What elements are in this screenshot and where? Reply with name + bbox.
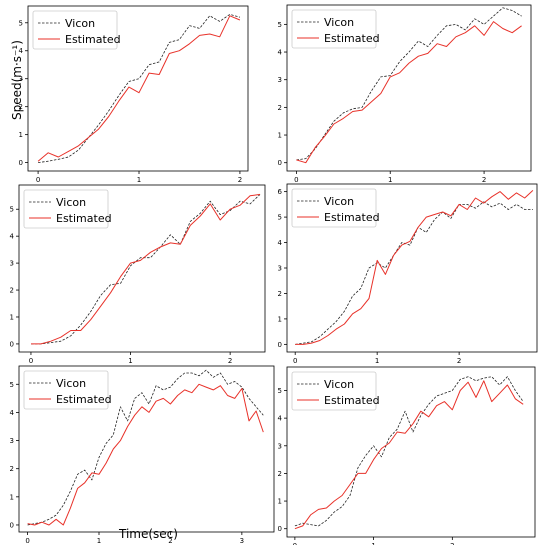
y-tick-label: 3 (278, 442, 282, 450)
x-tick-label: 2 (238, 176, 242, 184)
y-tick-label: 4 (278, 49, 283, 57)
y-tick-label: 1 (278, 498, 282, 506)
y-tick-label: 2 (278, 290, 282, 298)
y-tick-label: 2 (278, 470, 282, 478)
y-tick-label: 0 (10, 521, 14, 529)
y-tick-label: 5 (10, 381, 14, 389)
y-tick-label: 3 (10, 437, 14, 445)
plot-frame (18, 365, 275, 533)
y-tick-label: 1 (278, 315, 282, 323)
vicon-series-line (295, 201, 533, 345)
legend-estimated-label: Estimated (324, 394, 380, 407)
estimated-series-line (296, 21, 522, 164)
y-tick-label: 6 (278, 188, 283, 196)
estimated-series-line (295, 190, 534, 345)
x-tick-label: 2 (228, 357, 232, 365)
y-tick-label: 4 (10, 233, 15, 241)
vicon-series-line (31, 194, 261, 345)
x-tick-label: 0 (29, 357, 33, 365)
y-tick-label: 1 (10, 493, 14, 501)
plot-frame (286, 4, 532, 172)
legend-estimated-label: Estimated (56, 212, 112, 225)
y-axis-label: Speed(m·s⁻¹) (10, 40, 24, 120)
legend-estimated-label: Estimated (324, 32, 380, 45)
legend-estimated-label: Estimated (56, 393, 112, 406)
plot-frame (286, 366, 536, 538)
y-tick-label: 4 (278, 239, 283, 247)
y-tick-label: 2 (10, 287, 14, 295)
legend-vicon-label: Vicon (56, 377, 86, 390)
x-tick-label: 1 (97, 537, 101, 545)
x-tick-label: 0 (36, 176, 40, 184)
legend-box (291, 9, 377, 49)
y-tick-label: 5 (278, 21, 282, 29)
legend-box (291, 188, 377, 228)
y-tick-label: 2 (10, 465, 14, 473)
x-tick-label: 2 (482, 176, 486, 184)
legend-estimated-label: Estimated (324, 211, 380, 224)
y-tick-label: 0 (278, 525, 282, 533)
x-tick-label: 1 (388, 176, 392, 184)
x-axis-label: Time(sec) (119, 527, 178, 541)
y-tick-label: 4 (10, 409, 15, 417)
y-tick-label: 1 (10, 313, 14, 321)
x-tick-label: 0 (25, 537, 29, 545)
legend-box (23, 189, 109, 229)
y-tick-label: 5 (10, 206, 14, 214)
estimated-series-line (31, 193, 261, 345)
y-tick-label: 3 (278, 76, 282, 84)
y-tick-label: 0 (10, 340, 14, 348)
legend-vicon-label: Vicon (324, 16, 354, 29)
x-tick-label: 3 (240, 537, 244, 545)
legend-vicon-label: Vicon (65, 17, 95, 30)
x-tick-label: 2 (457, 357, 461, 365)
x-tick-label: 1 (137, 176, 141, 184)
x-tick-label: 1 (128, 357, 132, 365)
y-tick-label: 3 (278, 265, 282, 273)
legend-box (291, 371, 377, 411)
y-tick-label: 1 (19, 131, 23, 139)
estimated-series-line (37, 15, 241, 162)
y-tick-label: 0 (278, 159, 282, 167)
y-tick-label: 5 (278, 214, 282, 222)
y-tick-label: 0 (278, 341, 282, 349)
legend-vicon-label: Vicon (56, 196, 86, 209)
plot-frame (27, 5, 249, 172)
y-tick-label: 2 (278, 104, 282, 112)
plot-frame (286, 183, 538, 353)
plot-frame (18, 184, 266, 353)
y-tick-label: 5 (19, 19, 23, 27)
vicon-series-line (294, 376, 524, 527)
x-tick-label: 1 (375, 357, 379, 365)
vicon-series-line (38, 13, 241, 163)
estimated-series-line (294, 380, 524, 530)
x-tick-label: 0 (294, 176, 298, 184)
estimated-series-line (27, 383, 264, 526)
legend-estimated-label: Estimated (65, 33, 121, 46)
y-tick-label: 4 (278, 415, 283, 423)
y-tick-label: 3 (10, 260, 14, 268)
legend-vicon-label: Vicon (324, 378, 354, 391)
vicon-series-line (296, 7, 522, 161)
vicon-series-line (27, 369, 264, 526)
x-tick-label: 0 (293, 357, 297, 365)
y-tick-label: 0 (19, 159, 23, 167)
legend-vicon-label: Vicon (324, 195, 354, 208)
legend-box (23, 370, 109, 410)
y-tick-label: 1 (278, 132, 282, 140)
legend-box (32, 10, 118, 50)
y-tick-label: 5 (278, 387, 282, 395)
